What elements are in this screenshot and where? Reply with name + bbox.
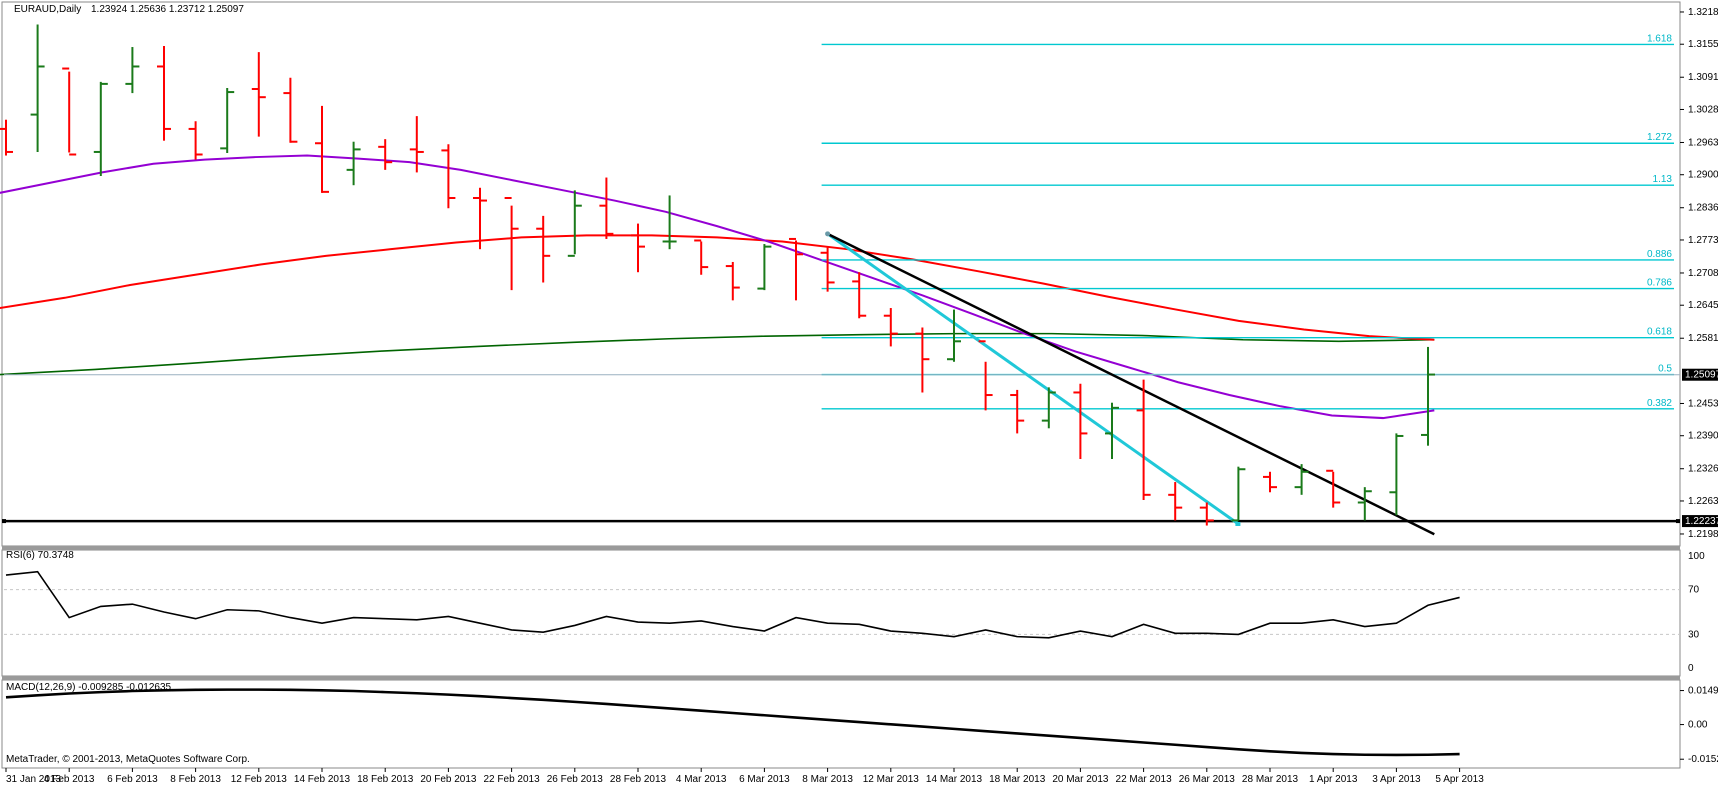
- price-tick-label: 1.30280: [1688, 104, 1718, 115]
- time-tick-label: 1 Apr 2013: [1309, 774, 1358, 785]
- price-bars: [0, 24, 1435, 526]
- time-tick-label: 4 Feb 2013: [44, 774, 95, 785]
- fib-level-label: 0.786: [1647, 278, 1672, 289]
- time-tick-label: 14 Mar 2013: [926, 774, 983, 785]
- current-price-tag-label: 1.25097: [1685, 370, 1718, 381]
- macd-panel: 0.014988 0.00 -0.015271: [5, 686, 1718, 765]
- price-tick-label: 1.29005: [1688, 170, 1718, 181]
- price-tick-label: 1.24535: [1688, 398, 1718, 409]
- price-tick-label: 1.22630: [1688, 496, 1718, 507]
- time-tick-label: 14 Feb 2013: [294, 774, 351, 785]
- trend-lines[interactable]: [2, 231, 1680, 536]
- time-tick-label: 18 Feb 2013: [357, 774, 414, 785]
- support-price-tag: [1682, 515, 1718, 528]
- ma-fast-line: [0, 154, 1435, 420]
- time-tick-label: 8 Mar 2013: [802, 774, 853, 785]
- time-tick-label: 22 Mar 2013: [1116, 774, 1173, 785]
- cyan-trendline: [826, 232, 1240, 526]
- macd-line: [5, 688, 1460, 757]
- price-tick-label: 1.30910: [1688, 72, 1718, 83]
- support-handle: [1676, 519, 1680, 524]
- fibonacci-levels[interactable]: 1.618 1.272 1.13 0.886 0.786 0.618 0.5 0.382: [821, 33, 1674, 410]
- panel-separator: [2, 546, 1680, 550]
- macd-tick-label: -0.015271: [1688, 754, 1718, 765]
- moving-averages: [0, 154, 1435, 420]
- trendline-handle: [1235, 521, 1241, 526]
- rsi-panel: 100 70 30 0: [4, 551, 1705, 674]
- price-tick-label: 1.26455: [1688, 300, 1718, 311]
- price-tick-label: 1.28360: [1688, 203, 1718, 214]
- support-handle: [2, 519, 6, 524]
- price-tick-label: 1.27085: [1688, 268, 1718, 279]
- time-tick-label: 4 Mar 2013: [676, 774, 727, 785]
- support-price-tag-label: 1.22237: [1685, 516, 1718, 527]
- price-tick-label: 1.23905: [1688, 431, 1718, 442]
- time-tick-label: 12 Feb 2013: [231, 774, 288, 785]
- trendline-anchor: [825, 231, 831, 237]
- fib-level-label: 1.272: [1647, 132, 1672, 143]
- panel-border: [1, 549, 1681, 677]
- macd-tick-label: 0.014988: [1688, 686, 1718, 697]
- time-tick-label: 20 Feb 2013: [420, 774, 477, 785]
- ma-mid-line: [0, 234, 1435, 341]
- rsi-tick-label: 100: [1688, 551, 1705, 562]
- symbol-label: EURAUD,Daily: [14, 4, 81, 15]
- price-tick-label: 1.25810: [1688, 333, 1718, 344]
- fib-level-label: 1.13: [1653, 174, 1673, 185]
- time-tick-label: 5 Apr 2013: [1435, 774, 1484, 785]
- time-tick-label: 12 Mar 2013: [863, 774, 920, 785]
- time-tick-label: 28 Feb 2013: [610, 774, 667, 785]
- fib-level-label: 0.886: [1647, 249, 1672, 260]
- panel-separator: [2, 676, 1680, 680]
- fib-level-label: 0.618: [1647, 327, 1672, 338]
- rsi-tick-label: 0: [1688, 663, 1694, 674]
- rsi-label: RSI(6) 70.3748: [6, 550, 74, 561]
- time-tick-label: 6 Feb 2013: [107, 774, 158, 785]
- panel-frames: [1, 1, 1681, 769]
- ohlc-readout: 1.23924 1.25636 1.23712 1.25097: [91, 4, 244, 15]
- price-tick-label: 1.29635: [1688, 137, 1718, 148]
- main-chart[interactable]: 1.618 1.272 1.13 0.886 0.786 0.618 0.5 0.382: [0, 24, 1680, 536]
- black-trendline: [827, 232, 1435, 536]
- rsi-line: [5, 570, 1460, 639]
- time-tick-label: 26 Mar 2013: [1179, 774, 1236, 785]
- time-tick-label: 22 Feb 2013: [484, 774, 541, 785]
- rsi-tick-label: 30: [1688, 629, 1700, 640]
- price-axis: 1.32185 1.31555 1.30910 1.30280 1.29635 1.290…: [1680, 7, 1718, 540]
- price-tick-label: 1.31555: [1688, 39, 1718, 50]
- fib-level-label: 1.618: [1647, 33, 1672, 44]
- rsi-tick-label: 70: [1688, 585, 1700, 596]
- macd-tick-label: 0.00: [1688, 720, 1708, 731]
- fib-level-label: 0.382: [1647, 398, 1672, 409]
- time-tick-label: 18 Mar 2013: [989, 774, 1046, 785]
- price-tick-label: 1.23260: [1688, 464, 1718, 475]
- time-tick-label: 20 Mar 2013: [1052, 774, 1109, 785]
- ma-slow-line: [0, 332, 1435, 376]
- time-tick-label: 3 Apr 2013: [1372, 774, 1421, 785]
- panel-border: [1, 1, 1681, 547]
- fib-level-label: 0.5: [1658, 364, 1672, 375]
- price-tick-label: 1.27730: [1688, 235, 1718, 246]
- time-tick-label: 8 Feb 2013: [170, 774, 221, 785]
- copyright-text: MetaTrader, © 2001-2013, MetaQuotes Soft…: [6, 754, 250, 765]
- current-price-tag: [1682, 368, 1718, 381]
- price-tick-label: 1.21985: [1688, 529, 1718, 540]
- time-tick-label: 26 Feb 2013: [547, 774, 604, 785]
- price-tick-label: 1.32185: [1688, 7, 1718, 18]
- time-tick-label: 28 Mar 2013: [1242, 774, 1299, 785]
- macd-label: MACD(12,26,9) -0.009285 -0.012635: [6, 682, 172, 693]
- time-tick-label: 6 Mar 2013: [739, 774, 790, 785]
- time-tick-label: 31 Jan 2013: [6, 774, 61, 785]
